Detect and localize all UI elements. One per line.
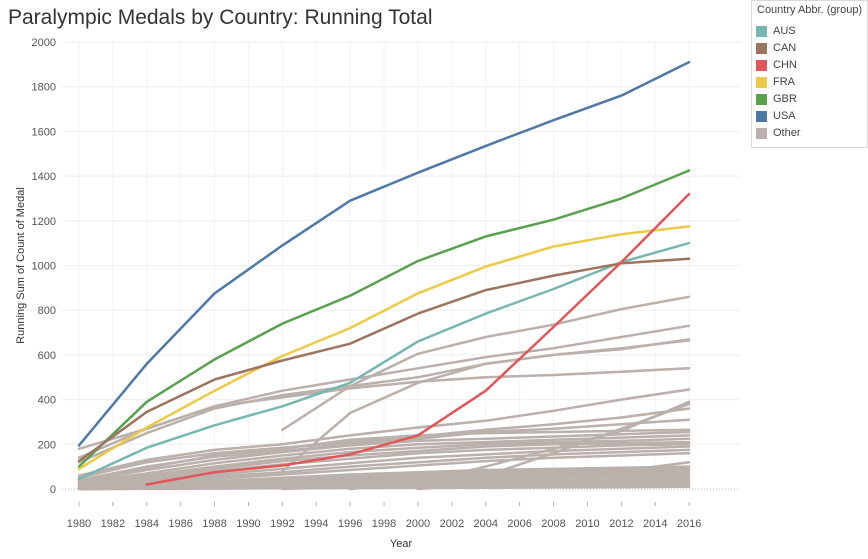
- legend-title: Country Abbr. (group): [757, 4, 863, 16]
- legend-swatch-other: [756, 127, 767, 139]
- legend-label-other: Other: [773, 127, 801, 139]
- y-tick-label-600: 600: [38, 350, 56, 362]
- legend-item-chn[interactable]: CHN: [756, 58, 797, 72]
- legend-label-gbr: GBR: [773, 93, 797, 105]
- x-tick-label-1994: 1994: [304, 518, 328, 530]
- highlighted-series-layer: [77, 60, 691, 486]
- x-tick-label-2008: 2008: [541, 518, 565, 530]
- series-line-fra: [77, 225, 691, 471]
- x-tick-label-1990: 1990: [236, 518, 260, 530]
- legend-item-fra[interactable]: FRA: [756, 75, 795, 89]
- x-tick-label-1992: 1992: [270, 518, 294, 530]
- legend-swatch-usa: [756, 110, 767, 122]
- grid-layer: [62, 41, 740, 489]
- x-tick-label-1988: 1988: [202, 518, 226, 530]
- y-tick-label-1600: 1600: [32, 126, 56, 138]
- other-series-line-31: [77, 485, 691, 491]
- legend-label-chn: CHN: [773, 59, 797, 71]
- legend-item-usa[interactable]: USA: [756, 109, 796, 123]
- legend-item-other[interactable]: Other: [756, 126, 801, 140]
- other-series-line-5: [281, 338, 691, 473]
- y-axis-ticks: 0 200 400 600 800 1000 1200 1400 1600 1800 2000: [32, 37, 56, 496]
- x-axis-title: Year: [390, 538, 413, 550]
- y-tick-label-1000: 1000: [32, 261, 56, 273]
- other-series-line-4: [281, 295, 691, 432]
- legend-swatch-fra: [756, 76, 767, 88]
- y-tick-label-400: 400: [38, 395, 56, 407]
- series-line-gbr: [77, 169, 691, 468]
- x-tick-label-1982: 1982: [101, 518, 125, 530]
- y-axis-title: Running Sum of Count of Medal: [15, 187, 27, 344]
- x-tick-label-2012: 2012: [609, 518, 633, 530]
- series-line-usa: [77, 60, 691, 447]
- other-series-line-33: [416, 460, 691, 491]
- y-tick-label-1400: 1400: [32, 171, 56, 183]
- other-series-line-14: [77, 443, 691, 487]
- x-tick-label-2014: 2014: [643, 518, 667, 530]
- x-tick-label-1998: 1998: [372, 518, 396, 530]
- series-line-can: [77, 257, 691, 463]
- legend-swatch-chn: [756, 59, 767, 71]
- x-tick-label-2004: 2004: [474, 518, 498, 530]
- y-tick-label-800: 800: [38, 305, 56, 317]
- y-tick-label-200: 200: [38, 439, 56, 451]
- series-line-chn: [145, 192, 691, 486]
- other-series-line-10: [77, 430, 691, 484]
- x-tick-label-1980: 1980: [67, 518, 91, 530]
- other-series-line-13: [77, 440, 691, 487]
- legend-swatch-can: [756, 42, 767, 54]
- legend: Country Abbr. (group) AUS CAN CHN FRA GBR USA…: [751, 0, 868, 148]
- y-tick-label-0: 0: [50, 484, 56, 496]
- y-tick-label-2000: 2000: [32, 37, 56, 49]
- legend-label-can: CAN: [773, 42, 797, 54]
- x-tick-label-2002: 2002: [440, 518, 464, 530]
- legend-label-usa: USA: [773, 110, 796, 122]
- other-series-line-17: [77, 451, 691, 490]
- x-tick-label-2000: 2000: [406, 518, 430, 530]
- other-series-line-9: [77, 428, 691, 483]
- line-chart: 0 200 400 600 800 1000 1200 1400 1600 1800 2000 19…: [15, 37, 740, 550]
- other-series-line-3: [77, 367, 691, 459]
- legend-item-gbr[interactable]: GBR: [756, 92, 797, 106]
- x-tick-label-2006: 2006: [507, 518, 531, 530]
- legend-label-aus: AUS: [773, 25, 796, 37]
- series-line-aus: [77, 241, 691, 481]
- chart-title: Paralympic Medals by Country: Running To…: [8, 6, 433, 29]
- legend-label-fra: FRA: [773, 76, 795, 88]
- legend-swatch-aus: [756, 25, 767, 37]
- x-tick-label-2016: 2016: [677, 518, 701, 530]
- y-tick-label-1200: 1200: [32, 216, 56, 228]
- other-series-layer: [77, 295, 691, 491]
- x-tick-label-1986: 1986: [168, 518, 192, 530]
- legend-swatch-gbr: [756, 93, 767, 105]
- x-tick-label-1996: 1996: [338, 518, 362, 530]
- legend-item-can[interactable]: CAN: [756, 41, 796, 55]
- other-series-line-6: [77, 388, 691, 477]
- x-axis-ticks: 1980 1982 1984 1986 1988 1990 1992 1994 1996 1998…: [67, 502, 701, 530]
- x-tick-label-2010: 2010: [575, 518, 599, 530]
- other-series-line-7: [77, 407, 691, 480]
- y-tick-label-1800: 1800: [32, 82, 56, 94]
- x-tick-label-1984: 1984: [135, 518, 159, 530]
- legend-item-aus[interactable]: AUS: [756, 24, 796, 38]
